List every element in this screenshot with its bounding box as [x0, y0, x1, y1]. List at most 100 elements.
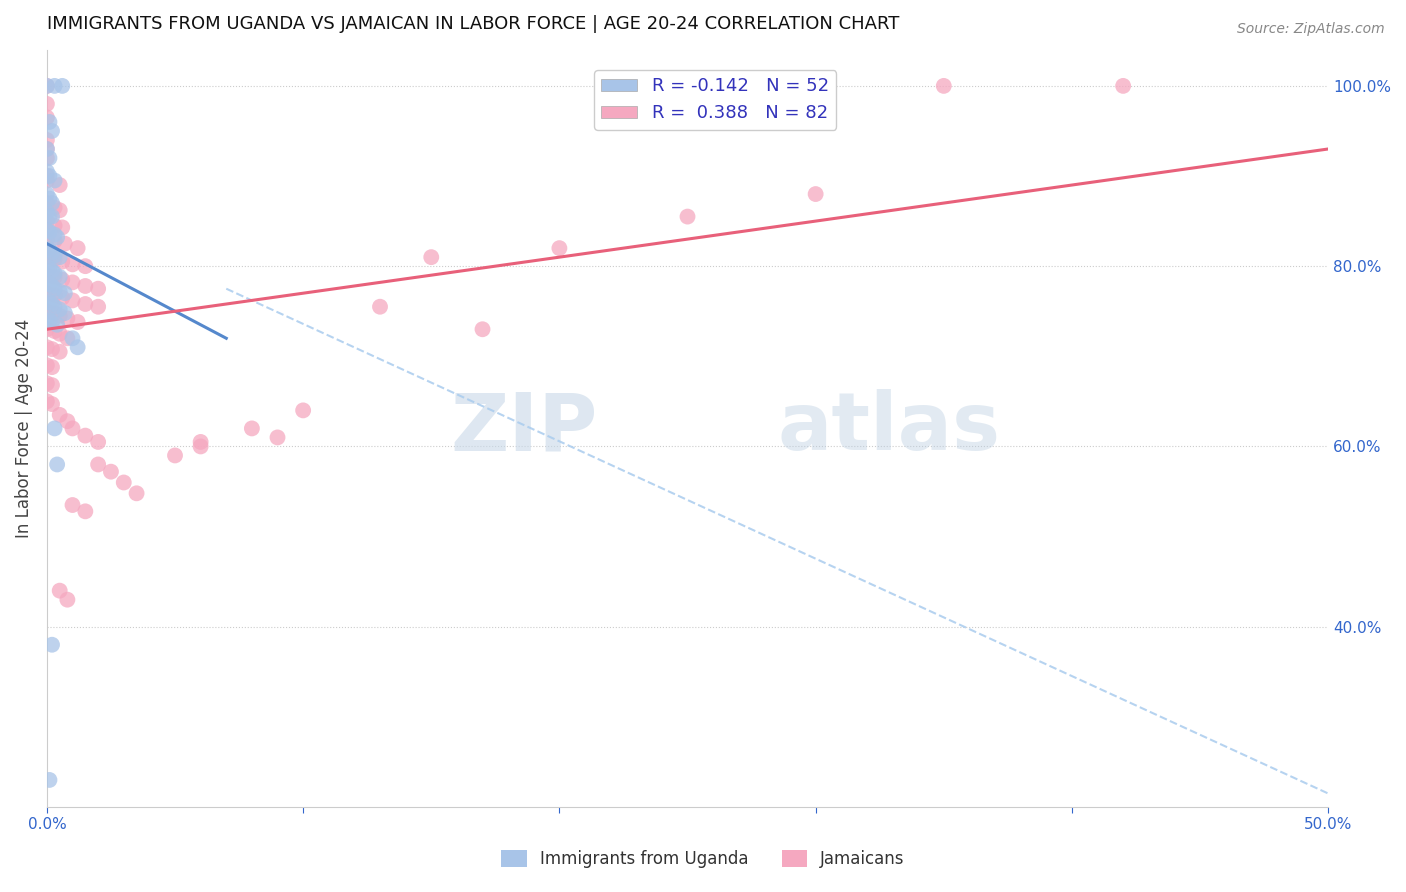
Point: [66, 340, 89, 354]
Point: [87, 300, 110, 314]
Point: [35, 111, 58, 125]
Point: [35, 259, 58, 273]
Point: [56, 311, 79, 326]
Point: [48, 178, 70, 192]
Point: [44, 219, 66, 233]
Legend: Immigrants from Uganda, Jamaicans: Immigrants from Uganda, Jamaicans: [495, 843, 911, 875]
Point: [41, 210, 63, 224]
Point: [48, 344, 70, 359]
Point: [38, 192, 60, 206]
Text: Source: ZipAtlas.com: Source: ZipAtlas.com: [1237, 22, 1385, 37]
Point: [35, 78, 58, 93]
Point: [46, 230, 69, 244]
Point: [35, 311, 58, 326]
Point: [35, 293, 58, 308]
Point: [62, 293, 84, 308]
Point: [41, 397, 63, 411]
Point: [35, 241, 58, 255]
Point: [66, 315, 89, 329]
Point: [53, 306, 76, 320]
Point: [46, 318, 69, 332]
Point: [41, 124, 63, 138]
Point: [420, 250, 443, 264]
Point: [48, 583, 70, 598]
Point: [190, 434, 212, 449]
Point: [35, 173, 58, 187]
Point: [38, 115, 60, 129]
Point: [62, 421, 84, 435]
Point: [41, 279, 63, 293]
Point: [727, 78, 749, 93]
Point: [62, 331, 84, 345]
Point: [35, 250, 58, 264]
Point: [100, 465, 122, 479]
Point: [87, 434, 110, 449]
Text: atlas: atlas: [778, 390, 1000, 467]
Point: [38, 313, 60, 327]
Point: [35, 322, 58, 336]
Point: [87, 282, 110, 296]
Point: [48, 270, 70, 285]
Point: [932, 78, 955, 93]
Point: [48, 408, 70, 422]
Point: [75, 504, 97, 518]
Point: [75, 259, 97, 273]
Point: [56, 331, 79, 345]
Point: [38, 295, 60, 310]
Point: [38, 225, 60, 239]
Point: [35, 96, 58, 111]
Point: [53, 286, 76, 301]
Point: [44, 324, 66, 338]
Point: [44, 227, 66, 242]
Point: [46, 458, 69, 472]
Point: [35, 169, 58, 183]
Point: [266, 430, 288, 444]
Point: [44, 306, 66, 320]
Point: [44, 248, 66, 262]
Point: [163, 449, 186, 463]
Point: [44, 78, 66, 93]
Point: [35, 223, 58, 237]
Point: [48, 203, 70, 218]
Point: [51, 273, 73, 287]
Point: [51, 254, 73, 268]
Point: [35, 376, 58, 391]
Point: [804, 187, 827, 202]
Point: [56, 592, 79, 607]
Point: [75, 279, 97, 293]
Point: [44, 173, 66, 187]
Text: ZIP: ZIP: [450, 390, 598, 467]
Point: [35, 196, 58, 211]
Point: [48, 250, 70, 264]
Point: [56, 414, 79, 428]
Point: [35, 214, 58, 228]
Point: [35, 78, 58, 93]
Point: [368, 300, 391, 314]
Point: [35, 286, 58, 301]
Point: [38, 169, 60, 183]
Point: [62, 276, 84, 290]
Point: [35, 340, 58, 354]
Point: [75, 297, 97, 311]
Point: [41, 360, 63, 375]
Point: [240, 421, 263, 435]
Point: [38, 772, 60, 787]
Point: [35, 187, 58, 202]
Point: [48, 309, 70, 323]
Point: [38, 260, 60, 275]
Point: [44, 288, 66, 302]
Point: [41, 378, 63, 392]
Point: [35, 151, 58, 165]
Text: IMMIGRANTS FROM UGANDA VS JAMAICAN IN LABOR FORCE | AGE 20-24 CORRELATION CHART: IMMIGRANTS FROM UGANDA VS JAMAICAN IN LA…: [46, 15, 900, 33]
Point: [44, 421, 66, 435]
Point: [35, 304, 58, 318]
Point: [62, 498, 84, 512]
Point: [51, 220, 73, 235]
Point: [44, 201, 66, 215]
Point: [44, 270, 66, 285]
Point: [41, 196, 63, 211]
Point: [41, 263, 63, 277]
Point: [41, 245, 63, 260]
Point: [38, 210, 60, 224]
Point: [62, 257, 84, 271]
